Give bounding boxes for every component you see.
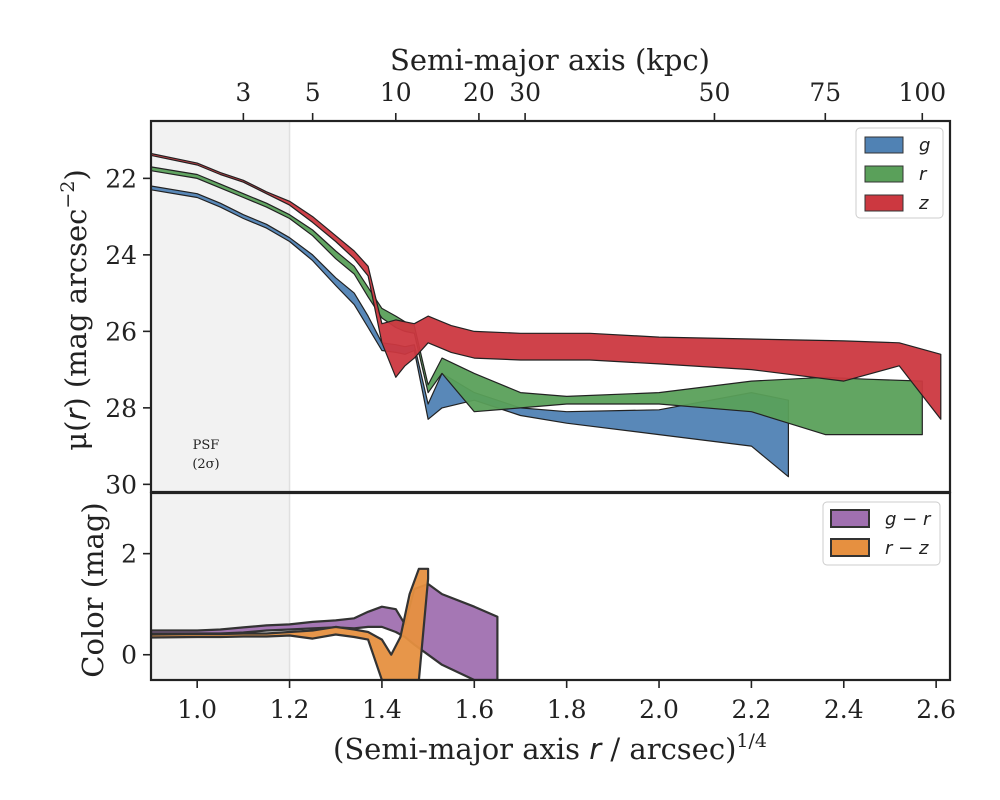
x-axis-label-mid: / arcsec) — [601, 732, 736, 766]
x-tick-label: 2.6 — [916, 695, 956, 724]
legend-label-right: z — [918, 538, 929, 559]
psf-shaded-region — [151, 121, 290, 680]
y-tick-label: 24 — [105, 241, 137, 270]
legend-swatch-r-minus-z — [830, 538, 870, 557]
kpc-tick-label: 20 — [463, 78, 495, 107]
x-tick-label: 1.2 — [270, 695, 310, 724]
legend-label-g-minus-r: g − r — [885, 509, 932, 530]
y-axis-label-rest: ) (mag arcsec — [59, 209, 93, 409]
legend-label-minus: − — [896, 509, 923, 530]
series-band-g — [151, 185, 789, 478]
x-tick-label: 2.2 — [732, 695, 772, 724]
top-series-group — [151, 152, 942, 478]
x-tick-label: 1.4 — [362, 695, 402, 724]
x-axis-label-prefix: (Semi-major axis — [333, 732, 589, 766]
x-axis-label-var: r — [589, 732, 603, 766]
bottom-panel-frame — [149, 491, 952, 682]
x-axis-label: (Semi-major axis r / arcsec)1/4 — [333, 730, 767, 766]
kpc-tick-label: 50 — [699, 78, 731, 107]
y-axis-label: μ(r) (mag arcsec−2) — [57, 169, 93, 451]
legend-swatch-z — [864, 194, 904, 212]
kpc-tick-label: 10 — [380, 78, 412, 107]
psf-label-line1: PSF — [193, 438, 220, 453]
x-tick-label: 1.8 — [547, 695, 587, 724]
y-axis-label-close: ) — [59, 169, 93, 180]
legend-label-left: r — [885, 538, 894, 559]
y-axis-label-var: r — [59, 407, 93, 421]
x-tick-label: 2.0 — [639, 695, 679, 724]
legend-label-r-minus-z: r − z — [885, 538, 929, 559]
series-band-r-minus-z — [151, 567, 430, 680]
series-band-r — [151, 166, 923, 436]
color-y-tick-label: 0 — [121, 641, 137, 670]
legend-swatch-g — [864, 136, 904, 154]
x-tick-label: 2.4 — [824, 695, 864, 724]
y-tick-label: 26 — [105, 317, 137, 346]
kpc-tick-label: 5 — [305, 78, 321, 107]
psf-label-line2: (2σ) — [192, 457, 219, 472]
y-tick-label: 22 — [105, 164, 137, 193]
top-panel-background: PSF (2σ) — [151, 121, 291, 680]
legend-label-left: g — [885, 509, 896, 530]
legend-label-right: r — [923, 509, 932, 530]
legend-label-z: z — [918, 193, 929, 214]
color-y-tick-label: 2 — [121, 540, 137, 569]
series-band-z — [151, 152, 942, 420]
legend-swatch-g-minus-r — [830, 509, 870, 528]
legend-label-g: g — [919, 135, 930, 156]
x-axis-label-sup: 1/4 — [736, 730, 767, 752]
color-y-axis-label: Color (mag) — [76, 502, 110, 677]
kpc-tick-label: 3 — [235, 78, 251, 107]
x-tick-label: 1.6 — [454, 695, 494, 724]
y-tick-label: 28 — [105, 394, 137, 423]
kpc-tick-label: 100 — [898, 78, 946, 107]
x-tick-label: 1.0 — [177, 695, 217, 724]
top-axis-label: Semi-major axis (kpc) — [390, 43, 710, 77]
kpc-tick-label: 30 — [509, 78, 541, 107]
axes-group: 1.0 1.2 1.4 1.6 1.8 2.0 2.2 2.4 2.6 (Semi-major a… — [57, 43, 956, 766]
legend-label-r: r — [919, 164, 928, 185]
legend-label-minus: − — [892, 538, 919, 559]
kpc-tick-label: 75 — [809, 78, 841, 107]
bottom-series-group — [151, 567, 499, 680]
legend-swatch-r — [864, 165, 904, 183]
y-axis-label-mu: μ( — [59, 421, 93, 451]
y-tick-label: 30 — [105, 470, 137, 499]
y-axis-label-sup: −2 — [57, 181, 79, 209]
